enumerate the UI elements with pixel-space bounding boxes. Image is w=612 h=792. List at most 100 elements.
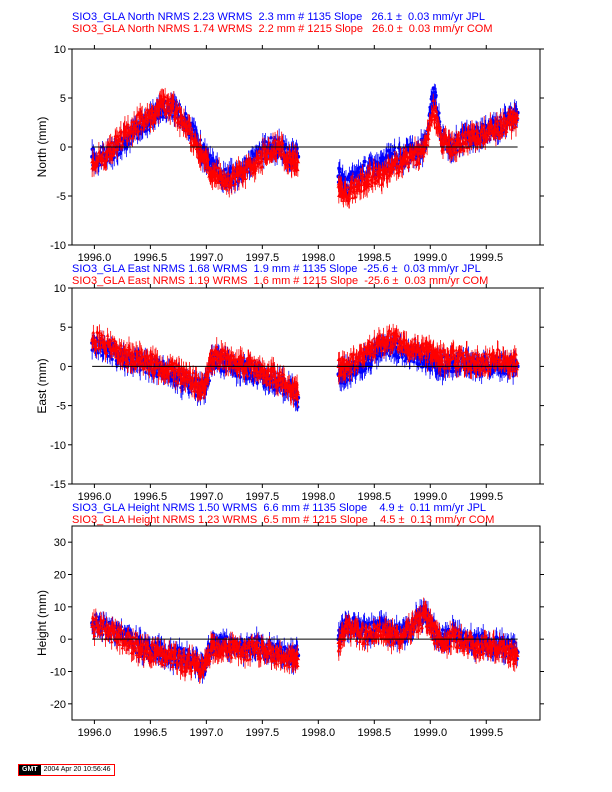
- data-point: [392, 148, 396, 153]
- data-point: [498, 115, 503, 119]
- x-tick-label: 1999.0: [413, 252, 447, 264]
- data-point: [190, 131, 195, 136]
- data-point: [214, 165, 219, 169]
- data-point: [112, 143, 117, 148]
- y-tick-label: -10: [50, 240, 66, 252]
- data-point: [366, 172, 370, 176]
- data-point: [199, 148, 204, 152]
- data-point: [363, 159, 367, 164]
- y-tick-label: 10: [54, 44, 66, 56]
- y-tick-label: 5: [60, 93, 66, 105]
- data-point: [168, 112, 173, 116]
- data-point: [368, 166, 373, 170]
- data-point: [206, 157, 210, 161]
- panel-1: 1996.0 1996.5 1997.0 1997.5 1998.0 1998.5 1999…: [35, 283, 544, 503]
- panel-title-com: SIO3_GLA East NRMS 1.19 WRMS 1.6 mm # 12…: [72, 275, 489, 287]
- data-point: [398, 154, 403, 158]
- data-point: [272, 148, 277, 152]
- data-point: [125, 138, 130, 142]
- data-point: [425, 142, 429, 147]
- data-point: [255, 164, 260, 168]
- data-point: [415, 356, 420, 361]
- data-point: [367, 361, 371, 365]
- data-point: [278, 141, 282, 146]
- series-com: [90, 87, 520, 209]
- data-point: [431, 86, 436, 91]
- data-point: [417, 161, 422, 165]
- data-point: [218, 180, 222, 184]
- data-point: [434, 93, 438, 98]
- panel-0: 1996.0 1996.5 1997.0 1997.5 1998.0 1998.5 1999…: [35, 44, 544, 264]
- data-point: [137, 125, 142, 130]
- data-point: [95, 163, 99, 168]
- data-point: [346, 378, 350, 382]
- data-point: [171, 99, 176, 103]
- y-tick-label: 0: [60, 142, 66, 154]
- x-tick-label: 1998.5: [357, 252, 391, 264]
- data-point: [421, 154, 426, 158]
- data-point: [255, 381, 259, 385]
- data-point: [374, 165, 379, 170]
- panel-title-jpl: SIO3_GLA East NRMS 1.68 WRMS 1.9 mm # 11…: [72, 263, 481, 275]
- data-point: [279, 153, 283, 157]
- data-point: [350, 195, 355, 200]
- data-point: [353, 195, 358, 199]
- data-point: [119, 131, 124, 135]
- data-point: [269, 136, 273, 140]
- data-point: [220, 175, 225, 179]
- data-point: [224, 369, 228, 373]
- data-point: [273, 138, 277, 142]
- data-point: [431, 98, 436, 102]
- data-point: [340, 187, 345, 191]
- x-tick-label: 1997.5: [246, 252, 280, 264]
- data-point: [363, 187, 367, 191]
- data-point: [183, 112, 188, 116]
- data-point: [243, 176, 248, 181]
- data-point: [426, 136, 431, 140]
- data-point: [359, 182, 364, 187]
- y-tick-label: -5: [56, 191, 66, 203]
- data-point: [208, 153, 212, 157]
- data-point: [118, 151, 122, 155]
- data-point: [341, 198, 346, 202]
- data-point: [367, 181, 372, 186]
- data-point: [392, 167, 396, 171]
- data-point: [116, 153, 120, 157]
- data-point: [404, 159, 409, 163]
- data-point: [451, 366, 455, 370]
- data-point: [373, 181, 378, 185]
- data-point: [387, 354, 392, 358]
- data-point: [391, 152, 395, 156]
- data-point: [229, 182, 234, 187]
- data-point: [257, 149, 262, 153]
- data-point: [104, 158, 109, 162]
- data-point: [430, 117, 434, 122]
- data-point: [338, 167, 342, 171]
- x-tick-label: 1998.0: [301, 252, 335, 264]
- data-point: [346, 185, 350, 189]
- data-point: [432, 120, 437, 124]
- data-point: [163, 95, 167, 99]
- data-point: [213, 171, 218, 175]
- data-point: [121, 139, 125, 143]
- data-point: [385, 176, 390, 180]
- data-point: [96, 351, 100, 355]
- panel-title-com: SIO3_GLA North NRMS 1.74 WRMS 2.2 mm # 1…: [72, 23, 493, 35]
- y-axis-label: North (mm): [35, 117, 49, 178]
- data-point: [283, 142, 287, 147]
- data-point: [217, 165, 221, 170]
- data-point: [436, 118, 441, 122]
- data-point: [145, 128, 149, 132]
- data-point: [372, 168, 377, 172]
- panel-title-jpl: SIO3_GLA North NRMS 2.23 WRMS 2.3 mm # 1…: [72, 11, 485, 23]
- data-point: [253, 168, 258, 172]
- data-point: [296, 167, 300, 172]
- data-point: [145, 107, 150, 111]
- data-point: [404, 356, 408, 361]
- data-point: [397, 356, 401, 360]
- data-point: [164, 110, 168, 114]
- data-point: [223, 167, 227, 172]
- data-point: [338, 185, 343, 189]
- data-point: [437, 111, 441, 115]
